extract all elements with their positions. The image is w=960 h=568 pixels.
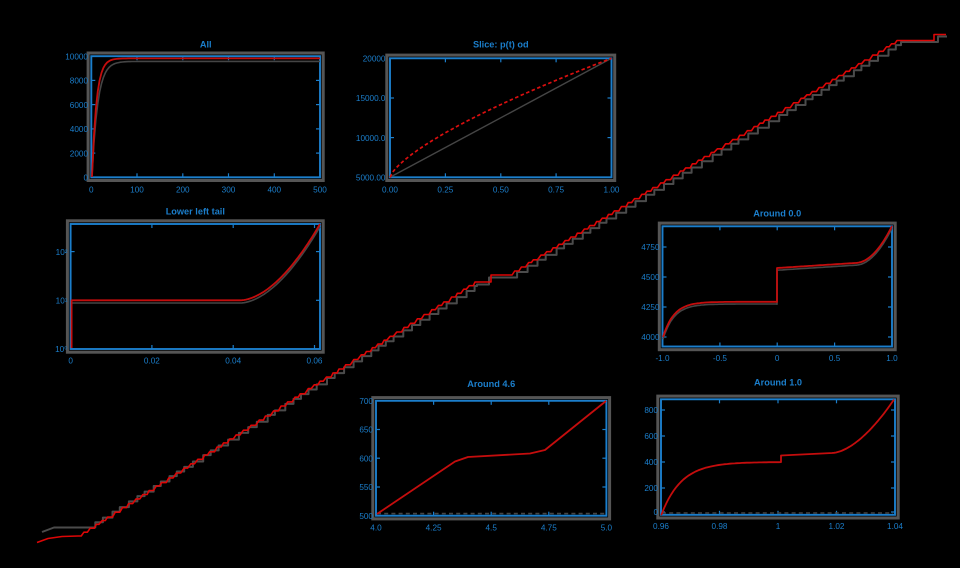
svg-text:600: 600 [359,454,373,463]
svg-text:0: 0 [653,508,658,517]
svg-text:0.06: 0.06 [307,357,323,366]
svg-text:Lower left tail: Lower left tail [166,207,225,217]
svg-text:800: 800 [644,406,658,415]
svg-text:1.02: 1.02 [829,522,845,531]
svg-text:4.5: 4.5 [486,524,498,533]
svg-text:4750: 4750 [641,243,660,252]
svg-text:1: 1 [776,522,781,531]
svg-text:400: 400 [644,458,658,467]
svg-text:5.0: 5.0 [601,524,613,533]
svg-text:700: 700 [359,397,373,406]
svg-text:500: 500 [313,186,327,195]
svg-text:1.00: 1.00 [604,186,620,195]
svg-text:0.96: 0.96 [653,522,669,531]
svg-text:4000: 4000 [641,333,660,342]
svg-text:0: 0 [89,186,94,195]
svg-text:10000: 10000 [65,52,88,61]
svg-text:6000: 6000 [70,101,89,110]
svg-text:500: 500 [359,512,373,521]
svg-text:Around 4.6: Around 4.6 [467,379,515,389]
svg-text:10²: 10² [56,248,68,257]
svg-text:20000: 20000 [363,55,386,64]
svg-text:550: 550 [359,483,373,492]
svg-text:10000.0: 10000.0 [356,134,386,143]
svg-text:0: 0 [83,174,88,183]
svg-text:600: 600 [644,432,658,441]
svg-text:0.98: 0.98 [712,522,728,531]
svg-text:-0.5: -0.5 [713,354,728,363]
svg-text:0.75: 0.75 [548,186,564,195]
svg-text:4250: 4250 [641,303,660,312]
svg-text:5000.00: 5000.00 [356,174,386,183]
svg-text:0: 0 [775,354,780,363]
svg-text:300: 300 [222,186,236,195]
svg-text:10¹: 10¹ [56,297,68,306]
svg-text:-1.0: -1.0 [655,354,670,363]
svg-text:4.0: 4.0 [370,524,382,533]
svg-text:400: 400 [267,186,281,195]
svg-text:0.50: 0.50 [493,186,509,195]
svg-text:8000: 8000 [70,77,89,86]
svg-text:Around 1.0: Around 1.0 [754,378,802,388]
svg-text:4.75: 4.75 [541,524,557,533]
svg-text:0.04: 0.04 [225,357,241,366]
svg-text:Slice: p(t) od: Slice: p(t) od [473,40,529,50]
svg-text:100: 100 [130,186,144,195]
svg-text:All: All [200,40,212,50]
svg-text:0: 0 [68,357,73,366]
svg-text:200: 200 [176,186,190,195]
svg-text:0.02: 0.02 [144,357,160,366]
svg-text:2000: 2000 [70,149,89,158]
svg-text:1.04: 1.04 [887,522,903,531]
svg-text:10⁰: 10⁰ [55,345,67,354]
svg-text:0.00: 0.00 [382,186,398,195]
svg-text:1.0: 1.0 [886,354,898,363]
svg-text:4.25: 4.25 [426,524,442,533]
svg-text:200: 200 [644,484,658,493]
svg-text:0.25: 0.25 [437,186,453,195]
svg-text:15000.0: 15000.0 [356,94,386,103]
svg-text:0.5: 0.5 [829,354,841,363]
svg-text:4500: 4500 [641,273,660,282]
svg-text:650: 650 [359,426,373,435]
svg-text:Around 0.0: Around 0.0 [753,209,801,219]
svg-text:4000: 4000 [70,125,89,134]
